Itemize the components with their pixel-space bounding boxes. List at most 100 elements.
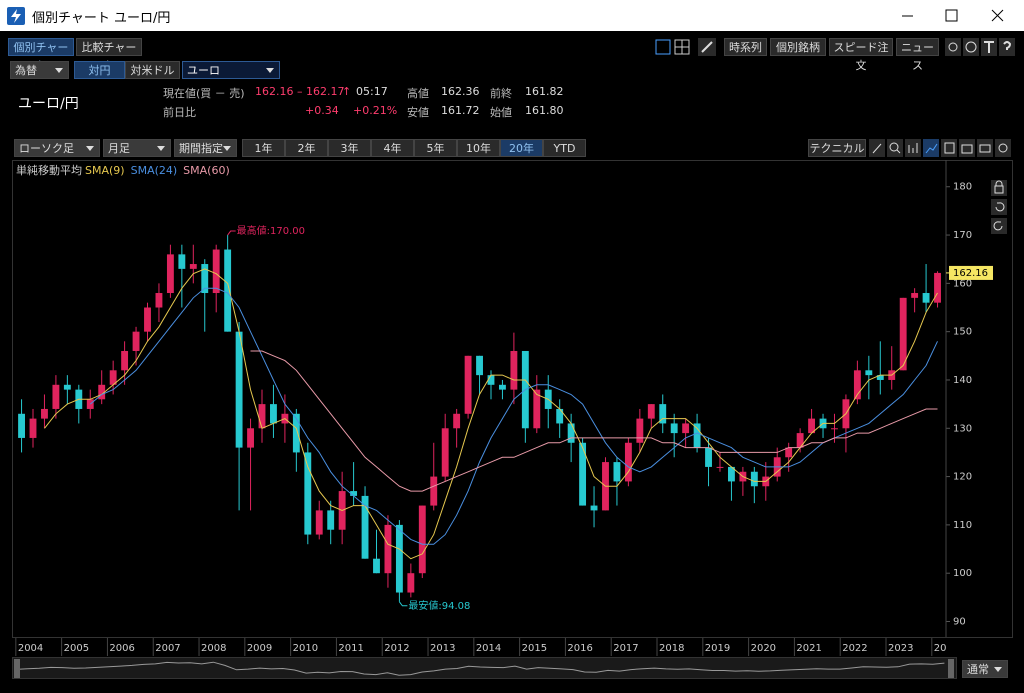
window-controls[interactable] xyxy=(880,0,1024,31)
market-select[interactable]: 為替 xyxy=(10,61,69,79)
candle-body xyxy=(922,293,930,303)
window-title: 個別チャート ユーロ/円 xyxy=(32,11,171,26)
chart-type-select[interactable]: ローソク足 xyxy=(14,139,100,157)
indicator-label: 単純移動平均 xyxy=(16,163,82,177)
trend-arrow: ↑ xyxy=(342,85,352,98)
symbol-input[interactable]: ユーロ xyxy=(182,61,280,79)
candle-body xyxy=(934,272,941,303)
chart-tool-icons[interactable] xyxy=(869,139,1013,157)
candle-body xyxy=(247,428,254,448)
candle-body xyxy=(212,249,220,294)
x-tick-label: 2024 xyxy=(934,643,959,654)
quote-label: 始値 xyxy=(490,106,512,119)
x-tick-label: 2013 xyxy=(430,643,455,654)
bid-ask: 162.16 – 162.17 xyxy=(255,85,345,98)
x-tick-label: 2020 xyxy=(751,643,776,654)
period-button[interactable]: 10年 xyxy=(457,139,500,157)
x-tick-label: 2007 xyxy=(155,643,180,654)
candle-body xyxy=(63,384,71,390)
navigator-handle xyxy=(948,659,954,678)
candle-body xyxy=(590,505,598,511)
interval-select[interactable]: 月足 xyxy=(103,139,171,157)
candle-body xyxy=(373,558,380,574)
y-tick-label: 180 xyxy=(953,182,972,193)
navigator[interactable] xyxy=(12,657,957,679)
sma-line xyxy=(250,350,938,492)
candle-body xyxy=(407,573,415,593)
candle-body xyxy=(659,404,667,424)
x-tick-label: 2023 xyxy=(888,643,913,654)
annotation-leader xyxy=(398,601,408,607)
x-tick-label: 2005 xyxy=(64,643,89,654)
x-tick-label: 2014 xyxy=(476,643,501,654)
candle-body xyxy=(98,384,106,400)
range-select[interactable]: 期間指定 xyxy=(174,139,237,157)
toolbar-button[interactable]: 時系列 xyxy=(724,38,767,56)
toolbar-button[interactable]: スピード注文 xyxy=(829,38,893,72)
x-tick-label: 2008 xyxy=(201,643,226,654)
side-icons[interactable] xyxy=(990,180,1010,234)
period-button[interactable]: 5年 xyxy=(414,139,457,157)
layout-icons[interactable] xyxy=(655,38,695,56)
candle-body xyxy=(441,428,449,477)
candle-body xyxy=(865,370,873,376)
quote-value: 161.80 xyxy=(525,104,564,117)
period-button[interactable]: 3年 xyxy=(328,139,371,157)
symbol-name: ユーロ/円 xyxy=(18,96,79,112)
candle-body xyxy=(911,293,919,298)
quote-label: 前終 xyxy=(490,87,512,100)
last-price-label: 162.16 xyxy=(953,268,988,279)
legend-entry: SMA(9) xyxy=(85,164,125,177)
candle-body xyxy=(808,418,816,434)
candle-body xyxy=(716,466,724,468)
tab[interactable]: 個別チャート xyxy=(8,38,74,72)
navigator-mode[interactable]: 通常 xyxy=(962,660,1008,678)
candle-body xyxy=(636,418,644,443)
period-button[interactable]: 4年 xyxy=(371,139,414,157)
candle-body xyxy=(41,408,48,419)
candle-body xyxy=(899,297,907,371)
x-tick-label: 2006 xyxy=(109,643,134,654)
quote-label: 安値 xyxy=(407,106,429,119)
annotation: 最高値:170.00 xyxy=(237,224,305,237)
candle-body xyxy=(579,442,587,506)
candle-body xyxy=(624,442,632,482)
candle-body xyxy=(258,404,266,429)
candle-body xyxy=(189,264,197,269)
candle-body xyxy=(109,370,117,385)
candle-body xyxy=(166,254,174,294)
period-button[interactable]: 2年 xyxy=(285,139,328,157)
candle-body xyxy=(270,404,277,424)
y-tick-label: 150 xyxy=(953,327,972,338)
candle-body xyxy=(29,418,37,438)
x-tick-label: 2021 xyxy=(796,643,821,654)
candle-body xyxy=(876,375,884,380)
annotation-leader xyxy=(227,230,236,236)
candle-body xyxy=(499,384,506,390)
quote-label: 現在値(買 － 売) xyxy=(163,87,245,100)
x-tick-label: 2011 xyxy=(338,643,363,654)
currency-tab[interactable]: 対米ドル xyxy=(125,61,180,79)
candle-body xyxy=(693,423,701,448)
period-button[interactable]: 1年 xyxy=(242,139,285,157)
y-tick-label: 110 xyxy=(953,520,972,531)
candle-body xyxy=(727,466,735,482)
period-button[interactable]: YTD xyxy=(543,139,586,157)
utility-icons[interactable] xyxy=(945,38,1017,56)
toolbar-button[interactable]: ニュース xyxy=(896,38,939,72)
candle-body xyxy=(567,423,575,443)
draw-icon[interactable] xyxy=(698,38,716,56)
candle-body xyxy=(705,447,712,467)
candle-body xyxy=(418,505,426,574)
candle-body xyxy=(18,413,25,438)
technical-button[interactable]: テクニカル xyxy=(808,139,866,157)
candle-body xyxy=(453,413,461,429)
app-icon xyxy=(7,7,25,25)
toolbar-button[interactable]: 個別銘柄 xyxy=(770,38,826,56)
candle-body xyxy=(647,404,655,419)
currency-tab[interactable]: 対円 xyxy=(74,61,125,79)
candle-body xyxy=(785,447,793,458)
candle-body xyxy=(464,355,472,414)
period-button[interactable]: 20年 xyxy=(500,139,543,157)
